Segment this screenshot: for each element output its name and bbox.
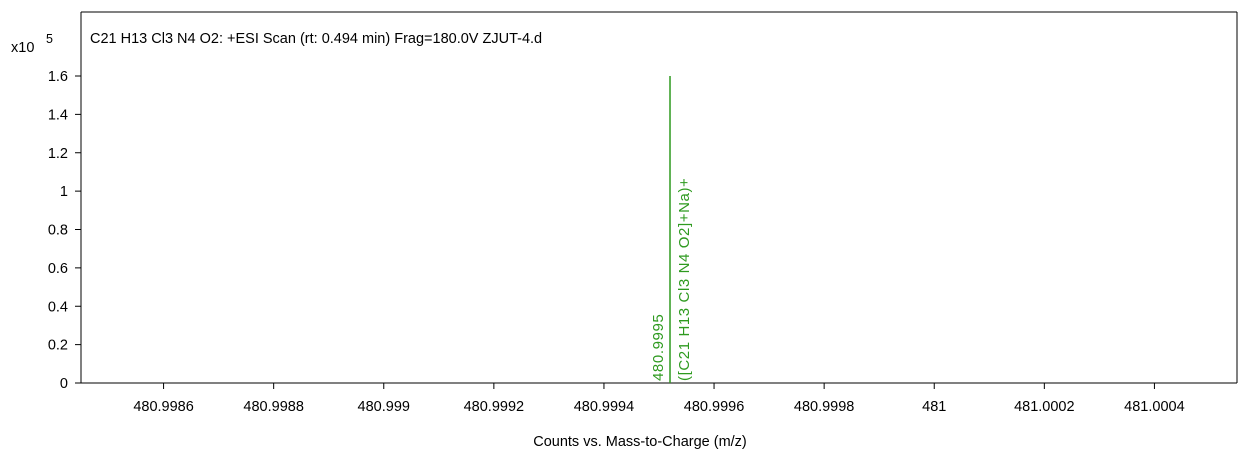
x-tick-label: 480.9992 — [464, 399, 524, 415]
peak-ion-label: ([C21 H13 Cl3 N4 O2]+Na)+ — [676, 178, 693, 381]
x-axis-title: Counts vs. Mass-to-Charge (m/z) — [533, 434, 747, 450]
y-tick-label: 1 — [60, 184, 68, 200]
x-tick-label: 481.0004 — [1124, 399, 1184, 415]
y-tick-label: 0.4 — [48, 299, 68, 315]
peak-mz-label: 480.9995 — [650, 314, 667, 381]
y-multiplier-exponent: 5 — [46, 32, 53, 46]
y-multiplier-label: x10 — [11, 40, 34, 56]
chart-title: C21 H13 Cl3 N4 O2: +ESI Scan (rt: 0.494 … — [90, 31, 542, 47]
y-tick-label: 0 — [60, 376, 68, 392]
x-tick-label: 480.9998 — [794, 399, 854, 415]
y-tick-label: 1.4 — [48, 107, 68, 123]
x-tick-label: 480.999 — [358, 399, 410, 415]
x-tick-label: 480.9996 — [684, 399, 744, 415]
x-tick-label: 480.9986 — [133, 399, 193, 415]
x-tick-label: 481 — [922, 399, 946, 415]
y-tick-label: 0.8 — [48, 223, 68, 239]
x-tick-label: 480.9988 — [243, 399, 303, 415]
x-tick-label: 480.9994 — [574, 399, 634, 415]
y-tick-label: 1.2 — [48, 146, 68, 162]
y-tick-label: 0.2 — [48, 338, 68, 354]
y-tick-label: 1.6 — [48, 69, 68, 85]
y-tick-label: 0.6 — [48, 261, 68, 277]
x-tick-label: 481.0002 — [1014, 399, 1074, 415]
